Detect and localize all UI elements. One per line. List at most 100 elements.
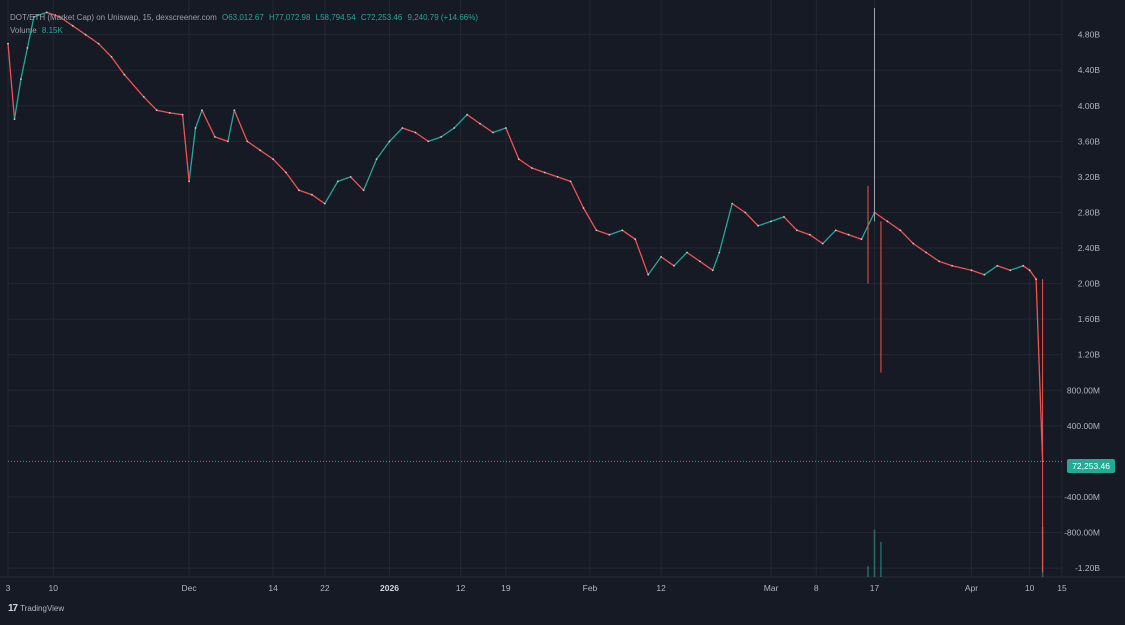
price-point xyxy=(718,251,721,254)
x-tick-label: 8 xyxy=(814,583,819,593)
price-point xyxy=(285,171,287,174)
price-point xyxy=(20,78,22,80)
price-segment xyxy=(770,216,785,223)
price-segment xyxy=(214,136,229,143)
price-point xyxy=(362,189,365,192)
price-segment xyxy=(505,127,520,160)
y-tick-label: 3.60B xyxy=(1078,136,1101,146)
x-tick-label: 22 xyxy=(320,583,330,593)
series-layer xyxy=(7,11,1044,463)
price-point xyxy=(925,251,928,254)
price-segment xyxy=(479,123,494,134)
price-point xyxy=(401,127,404,129)
price-point xyxy=(711,269,714,272)
price-segment xyxy=(337,176,351,183)
price-segment xyxy=(997,265,1011,271)
x-tick-label: 14 xyxy=(268,583,278,593)
tradingview-logo-icon: 17 xyxy=(8,603,18,614)
price-segment xyxy=(72,25,86,36)
price-segment xyxy=(912,243,927,254)
price-segment xyxy=(246,140,261,151)
tradingview-brand-label: TradingView xyxy=(20,604,65,613)
price-segment xyxy=(699,260,714,271)
price-point xyxy=(530,167,533,169)
price-segment xyxy=(544,171,558,178)
price-segment xyxy=(285,172,300,191)
price-segment xyxy=(143,96,158,111)
price-point xyxy=(983,273,986,276)
volume-bar xyxy=(880,542,882,577)
price-point xyxy=(492,131,494,134)
price-point xyxy=(517,158,520,161)
price-segment xyxy=(259,149,274,160)
x-axis: 3 10 Dec 14 22 2026 12 19 Feb 12 Mar 8 17 Apr 10 15 xyxy=(6,583,1067,593)
price-segment xyxy=(123,74,145,98)
price-point xyxy=(686,251,688,254)
price-point xyxy=(194,127,197,129)
y-tick-label: 4.80B xyxy=(1078,30,1101,40)
y-tick-label: -400.00M xyxy=(1064,492,1100,502)
price-point xyxy=(479,122,481,125)
price-point xyxy=(311,193,313,196)
price-segment xyxy=(98,43,112,58)
price-segment xyxy=(899,229,914,245)
legend-volume-label: Volume xyxy=(10,26,37,35)
price-segment xyxy=(26,16,35,49)
price-segment xyxy=(110,56,125,76)
price-segment xyxy=(1035,279,1044,462)
y-tick-label: -1.20B xyxy=(1075,563,1100,573)
legend-ohlc-row: DOT/ETH (Market Cap) on Uniswap, 15, dex… xyxy=(10,11,478,24)
price-segment xyxy=(298,189,313,196)
x-tick-label: Feb xyxy=(583,583,598,593)
price-segment xyxy=(557,176,571,183)
price-segment xyxy=(272,158,287,173)
price-point xyxy=(1022,264,1025,267)
price-segment xyxy=(350,176,365,191)
price-point xyxy=(336,180,339,183)
price-segment xyxy=(453,114,468,129)
price-point xyxy=(440,136,443,138)
price-segment xyxy=(609,229,623,236)
legend-low: L58,794.54 xyxy=(315,13,356,22)
legend-high: H77,072.98 xyxy=(269,13,311,22)
price-point xyxy=(543,171,546,174)
price-segment xyxy=(440,127,455,138)
price-segment xyxy=(1022,265,1031,271)
price-point xyxy=(951,264,953,267)
price-point xyxy=(181,113,184,116)
price-point xyxy=(272,158,274,161)
price-point xyxy=(912,242,915,245)
price-segment xyxy=(1010,265,1024,271)
price-point xyxy=(84,33,87,36)
price-point xyxy=(886,220,889,223)
x-tick-label: 3 xyxy=(6,583,11,593)
price-segment xyxy=(227,110,235,142)
chart-legend: DOT/ETH (Market Cap) on Uniswap, 15, dex… xyxy=(10,11,478,37)
price-segment xyxy=(311,194,326,205)
tradingview-logo[interactable]: 17 TradingView xyxy=(8,603,64,614)
price-point xyxy=(375,158,378,161)
x-tick-label: 17 xyxy=(870,583,880,593)
price-segment xyxy=(783,216,798,231)
price-point xyxy=(582,207,585,209)
price-point xyxy=(298,189,300,192)
price-segment xyxy=(848,234,862,240)
y-tick-label: 1.20B xyxy=(1078,350,1101,360)
price-point xyxy=(847,233,850,236)
price-segment xyxy=(835,229,849,236)
price-segment xyxy=(531,167,545,174)
price-segment xyxy=(744,212,759,227)
price-point xyxy=(1028,269,1031,272)
y-tick-label: 2.40B xyxy=(1078,243,1101,253)
price-segment xyxy=(59,16,74,27)
price-segment xyxy=(718,203,733,253)
price-point xyxy=(466,113,468,116)
price-segment xyxy=(874,211,888,222)
volume-bar xyxy=(873,529,876,577)
volume-bar xyxy=(867,566,869,577)
price-point xyxy=(770,220,772,223)
x-tick-label: 10 xyxy=(49,583,59,593)
price-segment xyxy=(938,260,953,267)
